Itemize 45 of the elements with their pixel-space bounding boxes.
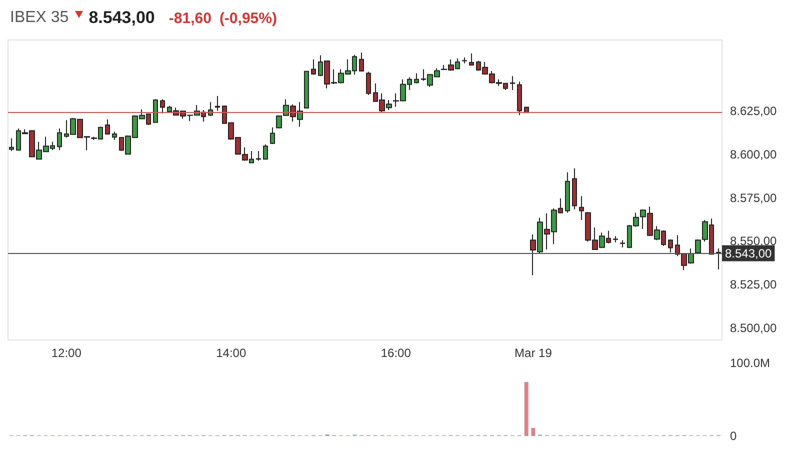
y-tick-label: 8.500,00 <box>730 320 778 335</box>
candlestick <box>153 98 158 124</box>
candlestick <box>517 81 522 116</box>
x-tick-label: Mar 19 <box>514 346 552 360</box>
candlestick <box>510 76 515 90</box>
ref-line-label: 8.543,00 <box>725 246 772 260</box>
chart-title: IBEX 35 <box>10 9 69 27</box>
y-tick-label: 8.525,00 <box>730 278 778 292</box>
candlestick <box>414 72 419 84</box>
candlestick <box>366 71 371 96</box>
candlestick <box>359 52 364 72</box>
y-tick-label: 0 <box>730 429 737 443</box>
candlestick <box>105 118 110 136</box>
candlestick <box>572 168 577 210</box>
candlestick <box>668 238 673 253</box>
candlestick <box>462 56 467 64</box>
candlestick <box>112 131 117 141</box>
x-tick-label: 16:00 <box>380 346 412 360</box>
candlestick <box>304 70 309 109</box>
bar <box>531 428 536 436</box>
candlestick <box>57 128 62 151</box>
candlestick <box>160 98 165 114</box>
y-tick-label: 8.600,00 <box>730 147 778 162</box>
candlestick <box>256 150 261 162</box>
text: -81,60 <box>168 10 212 26</box>
y-tick-label: 8.625,00 <box>730 104 778 118</box>
candlestick <box>613 236 618 243</box>
bar <box>524 382 528 436</box>
candlestick <box>620 240 625 248</box>
x-tick-label: 12:00 <box>51 346 82 360</box>
y-tick-label: 8.550,00 <box>730 234 778 248</box>
candlestick <box>311 58 316 76</box>
text: (-0,95%) <box>219 10 277 26</box>
candlestick <box>263 144 268 160</box>
candlestick <box>270 126 275 145</box>
candlestick <box>565 172 570 214</box>
candlestick <box>215 96 220 112</box>
x-tick-label: 14:00 <box>216 346 246 360</box>
candlestick <box>469 52 474 66</box>
candlestick <box>579 196 584 220</box>
y-tick-label: 100.0M <box>730 356 770 370</box>
candlestick <box>716 248 721 270</box>
candlestick <box>9 138 14 152</box>
text: 8.543,00 <box>88 8 155 28</box>
y-tick-label: 8.575,00 <box>730 190 778 205</box>
